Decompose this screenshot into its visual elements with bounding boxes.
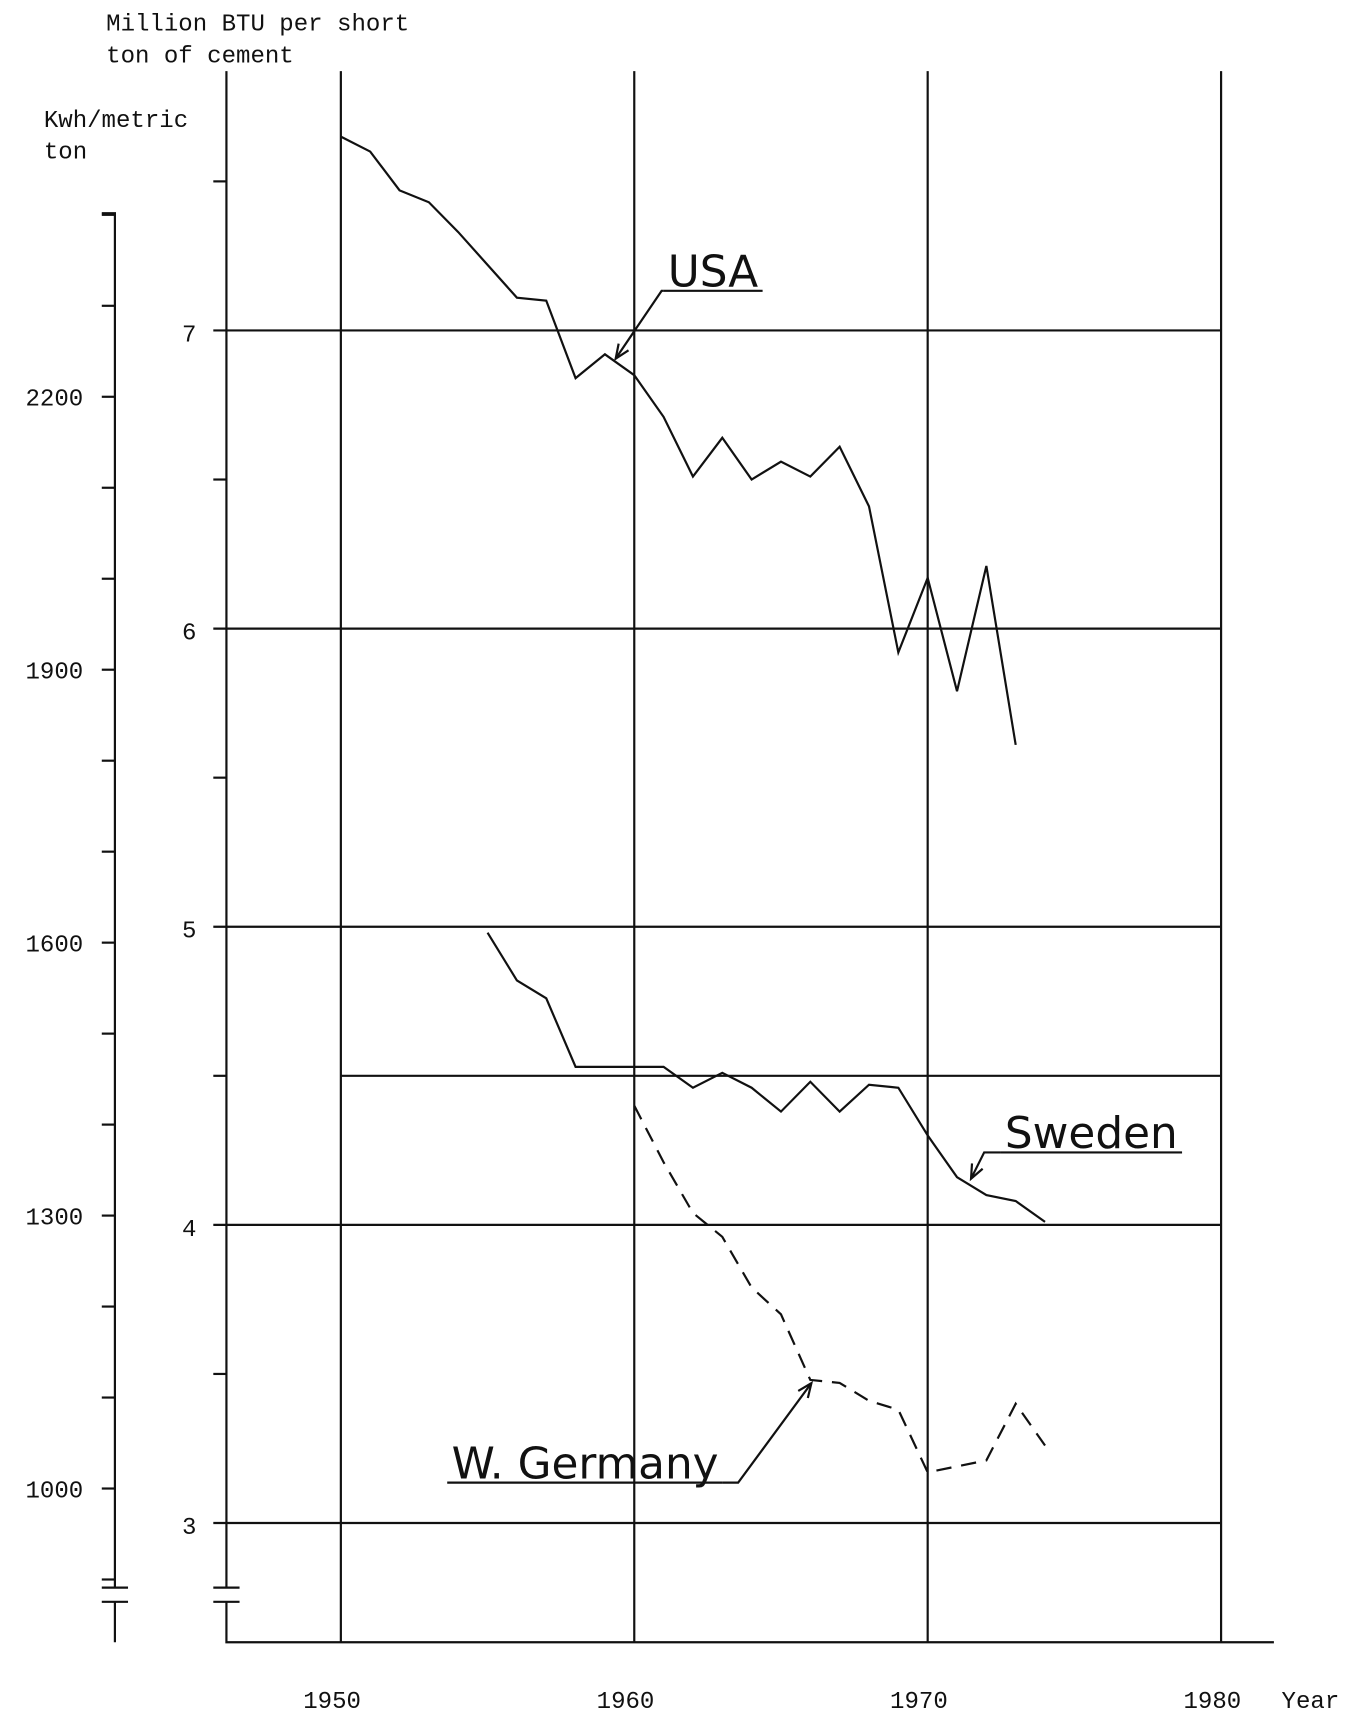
y2-axis [101, 212, 129, 1643]
series-label: USA [668, 246, 759, 297]
y-tick-label: 7 [182, 322, 196, 349]
x-tick-label: 1960 [597, 1689, 655, 1716]
arrow-head [969, 1163, 984, 1182]
y-axis-title: ton of cement [106, 43, 294, 70]
arrow-head [797, 1380, 814, 1399]
series-label: W. Germany [452, 1438, 719, 1489]
label-arrow [614, 289, 664, 360]
series-line [340, 135, 1017, 746]
y-axis-title: Million BTU per short [106, 12, 409, 39]
y2-axis-title: ton [44, 140, 87, 167]
label-arrow [722, 1382, 813, 1484]
arrow-head [614, 343, 630, 361]
series-line [486, 932, 1046, 1223]
x-tick-label: 1950 [303, 1689, 361, 1716]
y2-tick-label: 1900 [25, 659, 83, 686]
series-line [633, 1105, 1046, 1474]
y2-tick-label: 1300 [25, 1205, 83, 1232]
y-axis [213, 71, 1274, 1644]
label-arrow [970, 1151, 1001, 1180]
y-tick-label: 3 [182, 1515, 196, 1542]
y-tick-label: 4 [182, 1217, 196, 1244]
y2-tick-label: 2200 [25, 387, 83, 414]
x-axis-title: Year [1282, 1689, 1340, 1716]
y2-tick-label: 1000 [25, 1478, 83, 1505]
y-tick-label: 5 [182, 919, 196, 946]
y2-axis-title: Kwh/metric [44, 108, 188, 135]
x-tick-label: 1970 [890, 1689, 948, 1716]
y2-tick-label: 1600 [25, 932, 83, 959]
series-label: Sweden [1005, 1108, 1178, 1159]
x-tick-label: 1980 [1183, 1689, 1241, 1716]
y-tick-label: 6 [182, 621, 196, 648]
